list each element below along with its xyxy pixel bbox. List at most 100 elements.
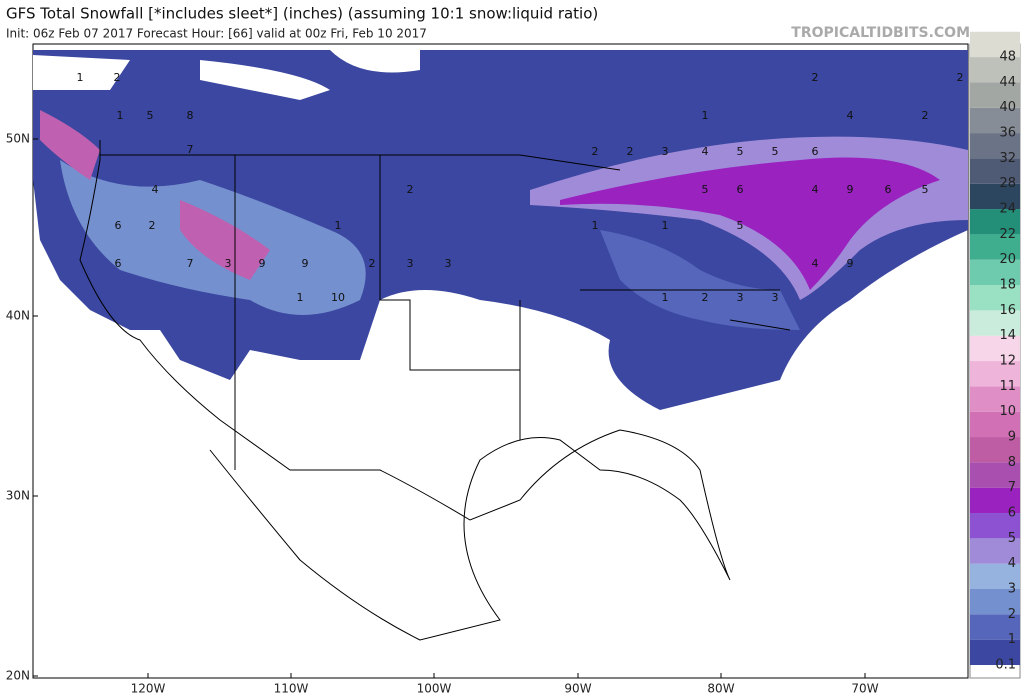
colorbar-swatch	[970, 234, 1020, 260]
colorbar-label: 2	[1008, 607, 1016, 622]
lon-label: 100W	[417, 682, 452, 696]
colorbar-label: 16	[999, 303, 1016, 318]
colorbar-label: 36	[999, 126, 1016, 141]
snow-region	[40, 110, 270, 280]
snow-region	[600, 230, 800, 330]
lat-label: 50N	[6, 132, 30, 146]
colorbar-swatch	[970, 335, 1020, 362]
lon-label: 110W	[274, 682, 309, 696]
map-label: 1	[77, 71, 84, 84]
colorbar-label: 8	[1008, 455, 1016, 470]
colorbar-swatch	[970, 57, 1020, 83]
map-labels: 1 2 1 5 8 7 4 6 2 7 9 3 9 6 1 10 2 3 3 2 1 2 2 3 4 5 5 6 5 6 4 9 6 5 1 1 5 9 4…	[77, 71, 964, 304]
map-label: 2	[627, 145, 634, 158]
map-label: 3	[225, 257, 232, 270]
map-label: 4	[812, 257, 819, 270]
lat-label: 20N	[6, 669, 30, 683]
colorbar-label: 1	[1008, 632, 1016, 647]
map	[32, 43, 969, 679]
map-label: 9	[847, 183, 854, 196]
colorbar-swatch	[970, 487, 1020, 514]
map-label: 3	[737, 291, 744, 304]
lon-label: 70W	[851, 682, 878, 696]
colorbar-swatch	[970, 639, 1020, 665]
map-label: 1	[662, 219, 669, 232]
colorbar-swatch	[970, 158, 1020, 184]
map-label: 2	[702, 291, 709, 304]
map-label: 2	[957, 71, 964, 84]
colorbar-label: 10	[999, 404, 1016, 419]
colorbar-label: 5	[1008, 531, 1016, 546]
colorbar-label: 12	[999, 354, 1016, 369]
colorbar-label: 28	[999, 176, 1016, 191]
map-label: 2	[592, 145, 599, 158]
map-label: 7	[187, 257, 194, 270]
colorbar-label: 4	[1008, 556, 1016, 571]
map-label: 5	[737, 145, 744, 158]
colorbar-label: 11	[999, 379, 1016, 394]
map-label: 1	[662, 291, 669, 304]
title: GFS Total Snowfall [*includes sleet*] (i…	[6, 5, 598, 23]
map-label: 4	[847, 109, 854, 122]
map-label: 6	[115, 219, 122, 232]
colorbar-swatch	[970, 183, 1020, 210]
colorbar-swatch	[970, 563, 1020, 590]
colorbar-swatch	[970, 386, 1020, 412]
map-label: 1	[297, 291, 304, 304]
colorbar-swatch	[970, 31, 1020, 58]
colorbar-label: 6	[1008, 506, 1016, 521]
colorbar-label: 20	[999, 252, 1016, 267]
colorbar-swatch	[970, 107, 1020, 134]
lon-label: 120W	[131, 682, 166, 696]
colorbar-swatch	[970, 462, 1020, 488]
map-label: 5	[702, 183, 709, 196]
map-label: 5	[737, 219, 744, 232]
colorbar-swatch	[970, 209, 1020, 235]
map-label: 1	[592, 219, 599, 232]
map-label: 8	[187, 109, 194, 122]
map-label: 1	[117, 109, 124, 122]
colorbar-label: 3	[1008, 582, 1016, 597]
map-label: 3	[662, 145, 669, 158]
colorbar-label: 48	[999, 50, 1016, 65]
lon-label: 80W	[707, 682, 734, 696]
state-border	[100, 154, 791, 470]
colorbar-swatch	[970, 82, 1020, 108]
colorbar-swatch	[970, 513, 1020, 539]
map-label: 6	[885, 183, 892, 196]
colorbar-label: 0.1	[995, 658, 1016, 673]
map-label: 2	[812, 71, 819, 84]
map-label: 3	[445, 257, 452, 270]
colorbar-swatch	[970, 589, 1020, 615]
map-label: 9	[302, 257, 309, 270]
colorbar-swatch	[970, 411, 1020, 438]
colorbar-swatch	[970, 133, 1020, 159]
colorbar-swatch	[970, 437, 1020, 463]
map-label: 4	[702, 145, 709, 158]
colorbar-label: 24	[999, 202, 1016, 217]
map-label: 1	[335, 219, 342, 232]
map-label: 2	[922, 109, 929, 122]
map-label: 6	[812, 145, 819, 158]
colorbar-label: 18	[999, 278, 1016, 293]
colorbar-label: 32	[999, 151, 1016, 166]
colorbar-swatch	[970, 614, 1020, 640]
colorbar-swatch	[970, 285, 1020, 311]
map-label: 6	[737, 183, 744, 196]
lat-label: 30N	[6, 489, 30, 503]
site-name: TROPICALTIDBITS.COM	[791, 25, 970, 41]
map-label: 6	[115, 257, 122, 270]
map-label: 4	[812, 183, 819, 196]
map-label: 10	[331, 291, 345, 304]
map-label: 9	[847, 257, 854, 270]
lat-label: 40N	[6, 309, 30, 323]
map-label: 2	[407, 183, 414, 196]
colorbar-swatch	[970, 361, 1020, 387]
map-label: 9	[259, 257, 266, 270]
map-label: 3	[407, 257, 414, 270]
map-label: 1	[702, 109, 709, 122]
colorbar-swatch	[970, 538, 1020, 564]
map-label: 2	[369, 257, 376, 270]
